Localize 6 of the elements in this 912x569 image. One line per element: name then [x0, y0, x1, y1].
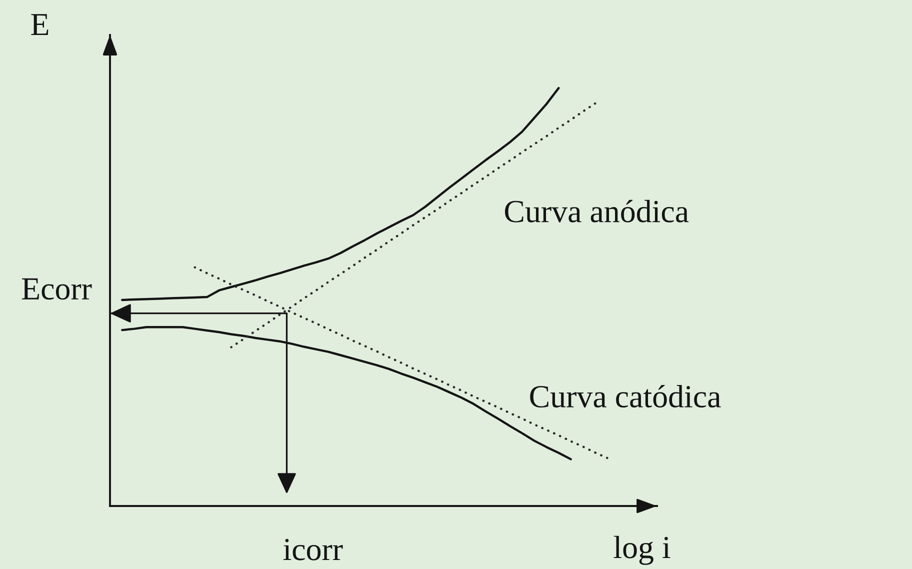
x-axis-title: log i: [614, 536, 670, 565]
y-axis-title: E: [31, 14, 48, 35]
text: icorr: [283, 538, 343, 560]
series-label: Curva anódica: [504, 200, 689, 222]
series-label: Curva catódica: [530, 384, 721, 408]
ref-line-label: Ecorr: [22, 278, 92, 300]
